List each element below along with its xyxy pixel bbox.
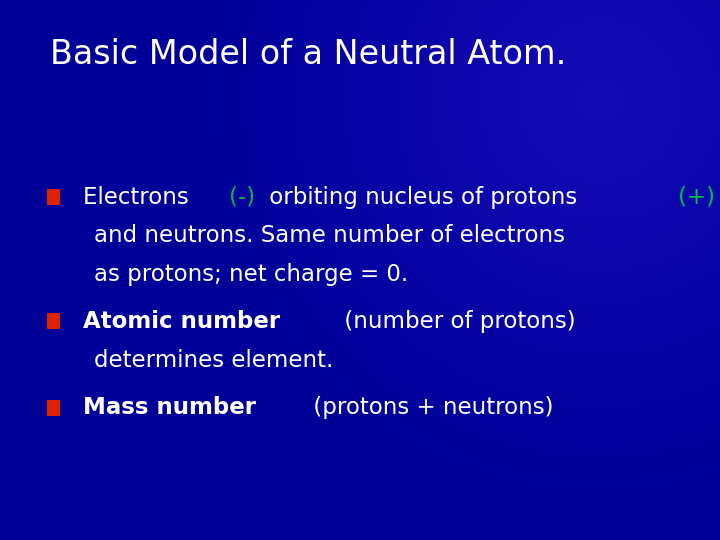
Text: as protons; net charge = 0.: as protons; net charge = 0.	[94, 264, 408, 286]
Text: orbiting nucleus of protons: orbiting nucleus of protons	[262, 186, 585, 208]
Text: Atomic number: Atomic number	[83, 310, 280, 333]
FancyBboxPatch shape	[47, 189, 60, 205]
FancyBboxPatch shape	[47, 400, 60, 416]
Text: Mass number: Mass number	[83, 396, 256, 419]
Text: Basic Model of a Neutral Atom.: Basic Model of a Neutral Atom.	[50, 38, 567, 71]
Text: determines element.: determines element.	[94, 349, 333, 372]
Text: and neutrons. Same number of electrons: and neutrons. Same number of electrons	[94, 225, 564, 247]
Text: (+): (+)	[678, 186, 716, 208]
Text: Electrons: Electrons	[83, 186, 196, 208]
Text: (number of protons): (number of protons)	[337, 310, 576, 333]
Text: (-): (-)	[229, 186, 255, 208]
FancyBboxPatch shape	[47, 313, 60, 329]
Text: (protons + neutrons): (protons + neutrons)	[306, 396, 554, 419]
